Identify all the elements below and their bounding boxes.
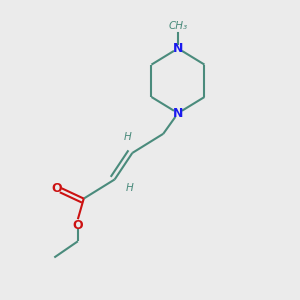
Text: O: O xyxy=(51,182,62,195)
Text: CH₃: CH₃ xyxy=(168,21,188,31)
Text: N: N xyxy=(173,42,183,55)
Text: H: H xyxy=(125,183,133,193)
Text: O: O xyxy=(73,219,83,232)
Text: H: H xyxy=(124,132,132,142)
Text: N: N xyxy=(173,107,183,120)
